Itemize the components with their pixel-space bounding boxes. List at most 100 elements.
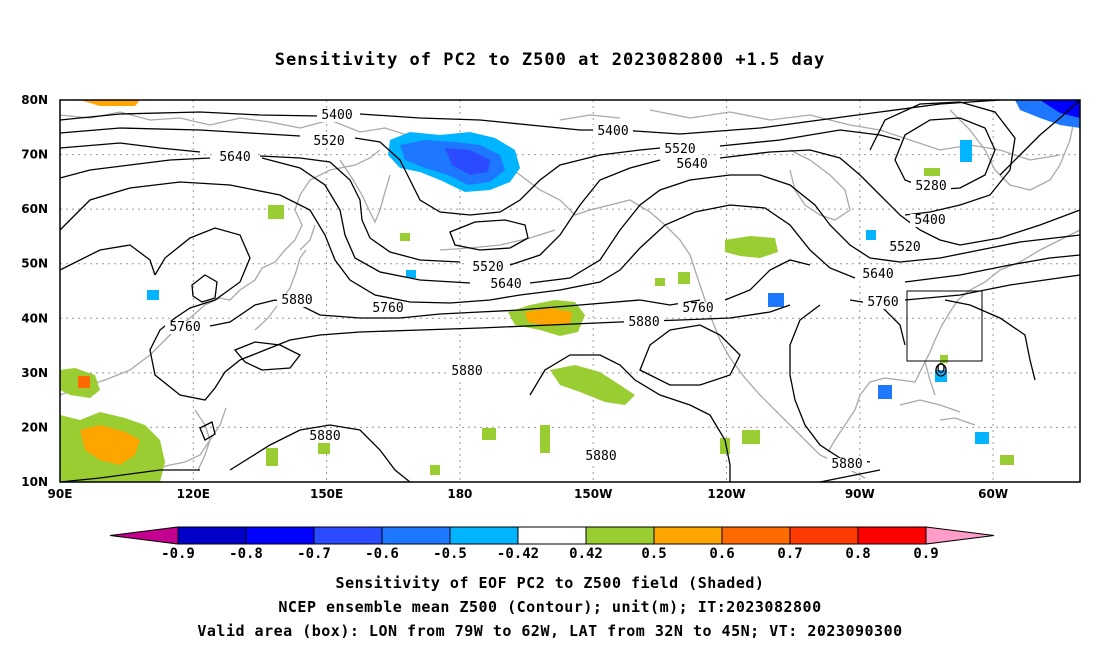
valid-area-box [906,290,983,362]
positive-shade-spot [655,278,665,286]
contour-label: 5880 [628,315,659,330]
contour-label-bg [827,458,867,471]
colorbar-label: 0.9 [913,546,938,562]
colorbar-triangle-low [109,526,179,545]
contour-label-bg [581,450,621,463]
positive-shade-spot [430,465,440,475]
positive-shade-spot [266,448,278,466]
colorbar-label: 0.42 [569,546,603,562]
positive-shade-spot [268,205,284,219]
colorbar-label: -0.5 [433,546,467,562]
negative-shade-spot [878,385,892,399]
positive-shade-spot [678,272,690,284]
caption-line-2: NCEP ensemble mean Z500 (Contour); unit(… [278,598,822,616]
contour-label: 5880 [831,457,862,472]
positive-shade-indochina-core [80,425,140,465]
contour-line [999,99,1081,176]
contour-label: 5280 [915,179,946,194]
coastline-kamchatka [339,159,391,224]
caption-line-3: Valid area (box): LON from 79W to 62W, L… [197,622,903,640]
coastline-philippines [194,409,211,471]
negative-shade-arctic-core [1040,100,1080,118]
colorbar-box [721,526,791,545]
contour-line [191,274,218,303]
contour-line [869,101,1016,216]
colorbar-box [653,526,723,545]
contour-label-bg [911,180,951,193]
negative-shade-spot [147,290,159,300]
coastline-north-america-east [914,229,1081,383]
contour-label-bg [317,109,357,122]
coastline-east-asia [59,149,381,396]
contour-line [59,142,1081,266]
contour-label: 5640 [490,277,521,292]
contour-label-bg [624,316,664,329]
lat-tick-label: 20N [21,420,48,434]
negative-shade-inner [445,148,490,175]
contour-label: 5760 [169,320,200,335]
contour-line [154,227,1081,327]
contour-labels: 5400 5400 5520 5640 5760 5880 5520 5640 5760 5880… [165,108,951,472]
negative-shade-spot [960,140,972,162]
contour-label: 5520 [889,240,920,255]
lat-tick-label: 50N [21,257,48,271]
contour-label: 5520 [313,134,344,149]
contour-line [59,424,411,483]
negative-shade-spot [866,230,876,240]
contour-label: 5520 [664,142,695,157]
contour-label-bg [486,278,526,291]
positive-shade-west-canada [725,236,778,258]
plot-frame [59,99,1081,483]
lat-tick-label: 30N [21,366,48,380]
contour-line [59,157,1081,284]
lat-tick-label: 70N [21,148,48,162]
lat-tick-label: 40N [21,311,48,325]
contour-label-bg [858,268,898,281]
positive-shade-spot [318,442,330,454]
contour-label: 5880 [585,449,616,464]
contour-line [529,354,731,482]
lon-tick-label: 90W [845,487,875,501]
contour-label-bg [305,430,345,443]
negative-shade-spot [406,270,416,278]
colorbar-label: -0.42 [497,546,539,562]
contour-label: 5880 [281,293,312,308]
colorbar-box [245,526,315,545]
lon-tick-label: 120E [177,487,210,501]
coastline-greenland [949,109,1076,191]
colorbar-box [789,526,859,545]
coastline-aleutians [439,229,556,251]
positive-shade-spot [924,168,940,176]
lon-tick-label: 180 [447,487,472,501]
contour-line [233,341,301,371]
negative-shade-spot [975,432,989,444]
contour-label: 5520 [472,260,503,275]
contour-label: 5760 [372,301,403,316]
colorbar-label: -0.9 [161,546,195,562]
positive-shade-spot [742,430,760,444]
lat-tick-label: 80N [21,93,48,107]
colorbar-box [381,526,451,545]
contour-label-bg [368,302,408,315]
colorbar-box [857,526,927,545]
contour-line [449,219,529,251]
contour-label: 5400 [321,108,352,123]
colorbar-label: 0.8 [845,546,870,562]
positive-shade-spot [720,438,730,454]
contour-label: 5880 [309,429,340,444]
contour-line [59,127,901,216]
contour-line [639,324,741,386]
contour-line [937,362,945,374]
contour-label-bg [885,241,925,254]
contour-label: 5400 [914,213,945,228]
contour-label-bg [672,158,712,171]
colorbar-label: 0.7 [777,546,802,562]
colorbar-box [177,526,247,545]
caption-line-1: Sensitivity of EOF PC2 to Z500 field (Sh… [335,574,765,592]
contour-label-bg [593,125,633,138]
contour-label: 5760 [867,295,898,310]
lon-tick-label: 60W [978,487,1008,501]
lon-tick-label: 120W [707,487,745,501]
contour-label: 5640 [219,150,250,165]
